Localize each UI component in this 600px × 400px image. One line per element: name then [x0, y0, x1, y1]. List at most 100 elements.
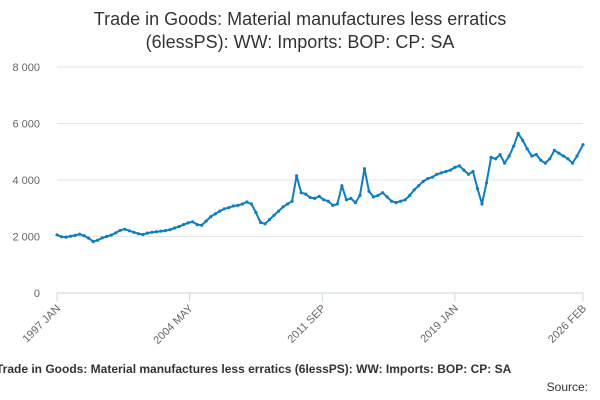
data-point: [516, 131, 520, 135]
data-point: [371, 195, 376, 199]
data-point: [557, 151, 561, 155]
data-point: [277, 209, 281, 213]
data-point: [453, 165, 457, 169]
data-point: [581, 143, 585, 147]
x-tick-label: 2011 SEP: [285, 303, 328, 346]
data-point: [159, 229, 163, 233]
y-tick-label: 8 000: [12, 62, 40, 74]
data-point: [290, 199, 294, 203]
data-point: [267, 218, 272, 222]
data-point: [308, 195, 312, 200]
y-tick-label: 0: [34, 288, 40, 300]
x-tick-label: 1997 JAN: [20, 303, 63, 346]
data-point: [426, 177, 430, 181]
data-point: [64, 235, 68, 239]
data-point: [227, 206, 231, 210]
data-point: [358, 193, 362, 198]
data-point: [399, 199, 403, 203]
data-point: [245, 200, 249, 204]
data-point: [200, 223, 204, 227]
y-axis-tick-labels: 0 2 000 4 000 6 000 8 000: [12, 62, 40, 300]
data-point: [335, 202, 339, 206]
data-point: [566, 157, 570, 161]
data-point: [91, 240, 95, 244]
data-point: [154, 230, 159, 234]
data-point: [575, 154, 579, 158]
data-point: [475, 186, 480, 191]
data-point: [362, 167, 367, 171]
data-point: [127, 229, 131, 233]
data-point: [78, 232, 82, 236]
x-tick-label: 2004 MAY: [151, 302, 196, 347]
data-point: [340, 184, 344, 188]
data-point: [114, 231, 118, 235]
data-point: [408, 193, 412, 198]
x-tick-label: 2026 FEB: [546, 303, 589, 346]
data-point: [263, 222, 267, 226]
data-point: [390, 199, 394, 203]
data-point: [150, 230, 154, 234]
data-point: [381, 191, 385, 195]
data-point: [552, 148, 557, 152]
data-point: [249, 202, 253, 206]
data-point: [548, 157, 552, 161]
data-point: [100, 236, 104, 240]
data-point: [539, 158, 543, 162]
data-point: [82, 234, 86, 238]
data-point: [123, 227, 127, 231]
data-point: [55, 233, 59, 237]
data-point: [344, 198, 348, 202]
data-point: [430, 175, 434, 179]
data-point: [326, 199, 330, 203]
x-tick-label: 2019 JAN: [418, 303, 461, 346]
data-point: [254, 210, 258, 215]
data-point: [109, 233, 113, 237]
data-point: [168, 228, 172, 232]
data-point: [543, 161, 547, 165]
data-point: [236, 203, 240, 207]
data-point: [417, 184, 421, 188]
data-point: [195, 223, 199, 227]
data-point: [258, 220, 263, 224]
series-line: [56, 132, 584, 243]
data-point: [304, 192, 308, 196]
data-point: [272, 213, 276, 217]
data-point: [534, 153, 538, 157]
data-point: [96, 238, 100, 242]
data-point: [503, 161, 507, 165]
data-point: [177, 225, 181, 229]
data-point: [59, 235, 64, 239]
data-point: [295, 174, 299, 178]
data-point: [186, 221, 190, 225]
data-point: [213, 212, 217, 216]
data-point: [439, 171, 443, 175]
data-point: [132, 230, 136, 234]
data-point: [145, 231, 149, 235]
data-point: [444, 169, 448, 174]
data-point: [525, 147, 529, 151]
data-point: [317, 194, 321, 198]
data-point: [498, 153, 502, 157]
y-tick-label: 6 000: [12, 119, 40, 131]
data-point: [394, 201, 398, 205]
data-point: [322, 198, 326, 202]
data-point: [231, 204, 235, 208]
data-point: [163, 229, 168, 233]
data-point: [466, 172, 471, 176]
data-point: [281, 205, 285, 209]
data-point: [105, 234, 109, 239]
data-point: [530, 154, 534, 158]
data-point: [484, 181, 489, 185]
data-point: [240, 202, 244, 206]
data-point: [412, 188, 416, 192]
data-point: [507, 154, 511, 158]
data-point: [435, 172, 439, 176]
data-point: [521, 138, 525, 142]
data-point: [471, 169, 475, 174]
data-point: [462, 168, 466, 172]
data-point: [209, 215, 213, 219]
data-point: [561, 154, 566, 158]
chart-title-line-2: (6lessPS): WW: Imports: BOP: CP: SA: [146, 32, 455, 52]
data-point: [457, 164, 461, 168]
